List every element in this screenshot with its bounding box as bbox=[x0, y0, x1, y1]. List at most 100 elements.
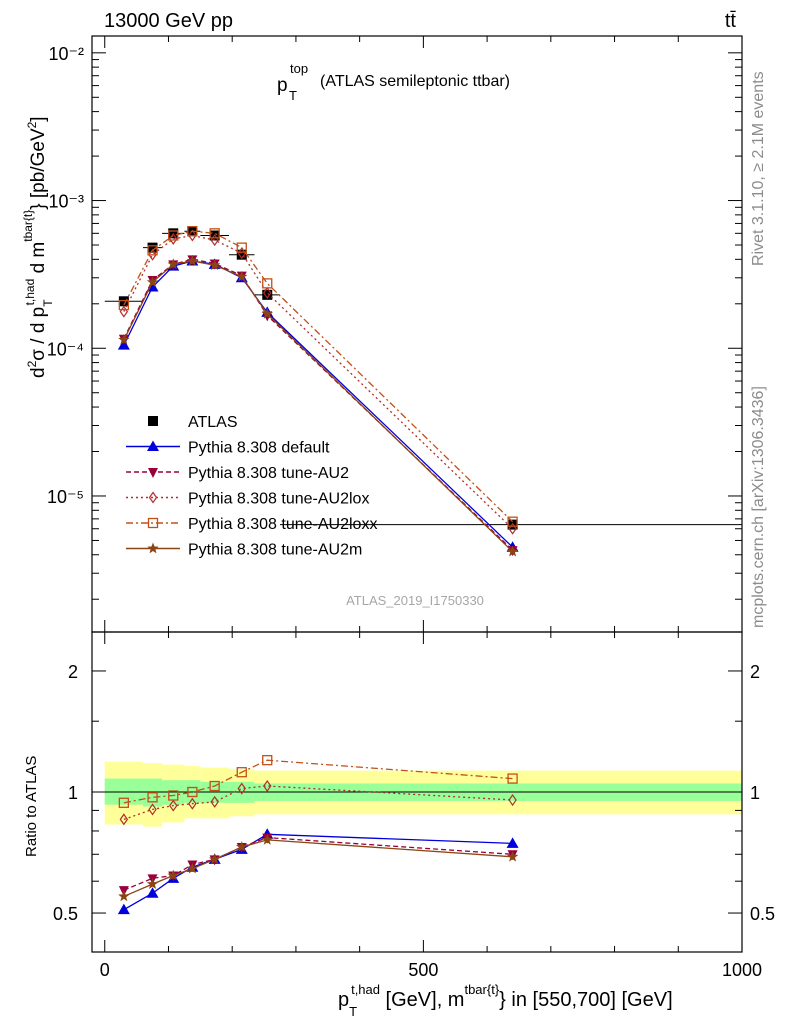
legend-marker-default bbox=[147, 440, 159, 451]
ratio-point-au2lox bbox=[148, 803, 157, 816]
ratio-point-au2lox bbox=[263, 779, 272, 793]
point-au2m bbox=[186, 255, 199, 266]
point-au2loxx bbox=[147, 245, 158, 256]
x-tick-label: 500 bbox=[408, 960, 438, 980]
main-y-tick-label: 10⁻⁴ bbox=[47, 339, 84, 359]
ratio-point-au2loxx bbox=[209, 780, 220, 792]
point-au2loxx bbox=[209, 228, 220, 239]
point-au2m bbox=[236, 270, 248, 282]
legend-label-au2m: Pythia 8.308 tune-AU2m bbox=[188, 542, 362, 559]
ratio-point-au2lox bbox=[188, 797, 197, 810]
ratio-point-au2lox bbox=[169, 799, 178, 812]
point-au2loxx bbox=[168, 230, 179, 241]
header-left: 13000 GeV pp bbox=[104, 10, 233, 32]
point-au2loxx bbox=[507, 516, 518, 527]
main-y-axis-label: d2σ / d pTt,had d mtbar{t}} [pb/GeV2] bbox=[21, 116, 55, 378]
ratio-point-au2m bbox=[118, 890, 130, 902]
series-line-au2lox bbox=[123, 234, 514, 530]
point-au2m bbox=[118, 333, 130, 345]
point-au2m bbox=[209, 259, 221, 271]
ratio-point-au2loxx bbox=[168, 790, 179, 801]
plot-title-rest: (ATLAS semileptonic ttbar) bbox=[320, 73, 510, 90]
point-au2m bbox=[506, 545, 519, 557]
ratio-y-tick-label-right: 2 bbox=[750, 662, 760, 682]
point-au2m bbox=[167, 258, 179, 270]
legend-label-au2loxx: Pythia 8.308 tune-AU2loxx bbox=[188, 516, 377, 533]
ratio-point-au2lox bbox=[508, 793, 517, 807]
header-right: tt̄ bbox=[725, 10, 737, 32]
ratio-point-au2m bbox=[167, 869, 179, 881]
legend-label-default: Pythia 8.308 default bbox=[188, 440, 330, 457]
ratio-y-tick-label-right: 0.5 bbox=[750, 904, 775, 924]
point-au2loxx bbox=[187, 226, 198, 237]
series-line-au2 bbox=[123, 258, 514, 551]
legend-marker-au2lox bbox=[148, 491, 158, 504]
ratio-point-au2loxx bbox=[507, 773, 518, 784]
ratio-y-tick-label-right: 1 bbox=[750, 783, 760, 803]
ratio-y-tick-label: 1 bbox=[68, 783, 78, 803]
chart-plot-area: 0 500 1000 10⁻⁵ 10⁻⁴ 10⁻³ 10⁻² 0.5 0.5 1 1 2 2 ATLAS P… bbox=[47, 35, 775, 980]
series-line-au2loxx bbox=[123, 230, 514, 523]
analysis-watermark: ATLAS_2019_I1750330 bbox=[346, 593, 484, 608]
mcplots-label: mcplots.cern.ch [arXiv:1306.3436] bbox=[750, 386, 767, 628]
main-y-tick-label: 10⁻³ bbox=[48, 192, 84, 212]
ratio-point-au2loxx bbox=[118, 797, 130, 808]
x-tick-label: 0 bbox=[100, 960, 110, 980]
ratio-point-au2m bbox=[209, 853, 221, 865]
point-au2lox bbox=[263, 286, 272, 299]
plot-title-p: p bbox=[277, 75, 288, 96]
series-line-au2m bbox=[123, 260, 514, 553]
point-au2loxx bbox=[236, 242, 247, 253]
ratio-line-au2lox bbox=[123, 785, 513, 821]
ratio-point-default bbox=[117, 903, 130, 915]
main-y-tick-label: 10⁻⁵ bbox=[47, 487, 84, 507]
point-au2lox bbox=[188, 229, 197, 242]
point-au2lox bbox=[148, 248, 157, 261]
point-data bbox=[118, 296, 129, 307]
point-au2lox bbox=[119, 305, 129, 318]
plot-title: p T top (ATLAS semileptonic ttbar) bbox=[277, 61, 510, 103]
ratio-point-au2m bbox=[506, 850, 519, 862]
ratio-line-au2m bbox=[123, 839, 513, 897]
legend-marker-au2m bbox=[147, 542, 159, 554]
ratio-point-au2loxx bbox=[236, 767, 247, 778]
legend-label-au2: Pythia 8.308 tune-AU2 bbox=[188, 465, 349, 482]
ratio-y-axis-label: Ratio to ATLAS bbox=[23, 756, 40, 857]
point-au2lox bbox=[169, 232, 178, 245]
x-axis-label: pTt,had [GeV], mtbar{t}} in [550,700] [G… bbox=[338, 982, 673, 1019]
ratio-y-tick-label: 2 bbox=[68, 662, 78, 682]
point-au2m bbox=[261, 307, 273, 319]
legend-marker-data bbox=[148, 416, 158, 426]
ratio-point-au2loxx bbox=[147, 792, 158, 803]
ratio-point-au2m bbox=[261, 833, 273, 845]
ratio-point-default bbox=[146, 887, 159, 898]
point-data bbox=[262, 289, 273, 300]
ratio-point-au2lox bbox=[119, 813, 129, 826]
point-au2loxx bbox=[118, 299, 130, 311]
ratio-point-au2m bbox=[186, 862, 199, 874]
ratio-point-au2loxx bbox=[262, 755, 273, 766]
legend-marker-au2 bbox=[148, 468, 158, 478]
ratio-point-au2m bbox=[236, 841, 248, 852]
ratio-point-au2m bbox=[146, 878, 159, 889]
ratio-line-au2 bbox=[123, 836, 513, 891]
legend-label-data: ATLAS bbox=[188, 414, 238, 431]
rivet-label: Rivet 3.1.10, ≥ 2.1M events bbox=[750, 71, 767, 266]
point-au2m bbox=[146, 276, 159, 288]
plot-title-sup: top bbox=[290, 61, 308, 76]
ratio-point-default bbox=[506, 837, 519, 848]
main-y-tick-label: 10⁻² bbox=[48, 44, 84, 64]
point-au2loxx bbox=[262, 278, 273, 289]
plot-title-sub: T bbox=[289, 88, 297, 103]
ratio-point-au2lox bbox=[237, 782, 246, 795]
legend-marker-au2loxx bbox=[147, 517, 159, 529]
ratio-point-au2lox bbox=[210, 795, 219, 808]
legend-label-au2lox: Pythia 8.308 tune-AU2lox bbox=[188, 491, 369, 508]
point-au2lox bbox=[508, 522, 517, 535]
ratio-point-au2loxx bbox=[187, 786, 198, 798]
point-data bbox=[236, 249, 247, 260]
ratio-y-tick-label: 0.5 bbox=[53, 904, 78, 924]
x-tick-label: 1000 bbox=[722, 960, 762, 980]
point-data bbox=[147, 242, 158, 253]
